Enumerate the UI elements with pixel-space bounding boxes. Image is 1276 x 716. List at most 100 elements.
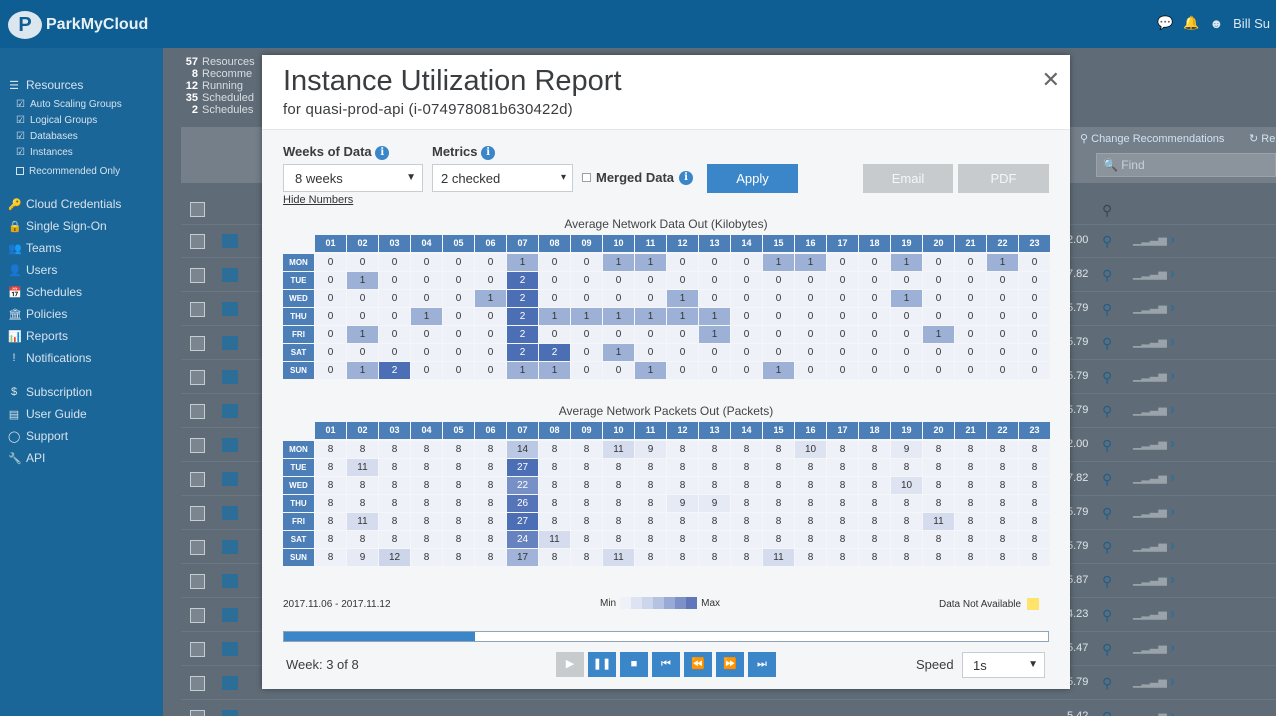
heatmap-cell[interactable]: 8 [475, 531, 506, 548]
heatmap-cell[interactable]: 2 [507, 326, 538, 343]
heatmap-cell[interactable]: 8 [379, 495, 410, 512]
heatmap-cell[interactable]: 0 [923, 308, 954, 325]
checkbox-checked-icon[interactable]: ☑ [16, 114, 25, 126]
heatmap-cell[interactable]: 0 [475, 362, 506, 379]
heatmap-cell[interactable]: 8 [315, 459, 346, 476]
hide-numbers-link[interactable]: Hide Numbers [283, 194, 354, 206]
heatmap-cell[interactable]: 8 [795, 513, 826, 530]
heatmap-cell[interactable]: 8 [987, 441, 1018, 458]
heatmap-cell[interactable]: 0 [699, 254, 730, 271]
heatmap-cell[interactable]: 8 [411, 495, 442, 512]
heatmap-cell[interactable]: 8 [891, 531, 922, 548]
heatmap-cell[interactable]: 8 [347, 495, 378, 512]
heatmap-cell[interactable]: 0 [987, 344, 1018, 361]
heatmap-cell[interactable]: 0 [315, 344, 346, 361]
heatmap-cell[interactable]: 8 [763, 477, 794, 494]
heatmap-cell[interactable]: 0 [411, 326, 442, 343]
heatmap-cell[interactable]: 0 [667, 254, 698, 271]
heatmap-cell[interactable]: 0 [539, 290, 570, 307]
heatmap-cell[interactable]: 0 [539, 326, 570, 343]
heatmap-cell[interactable]: 1 [635, 308, 666, 325]
heatmap-cell[interactable]: 8 [1019, 477, 1050, 494]
sidebar-item[interactable]: ! Notifications [0, 347, 163, 369]
heatmap-cell[interactable]: 0 [987, 326, 1018, 343]
heatmap-cell[interactable]: 0 [1019, 362, 1050, 379]
heatmap-cell[interactable]: 0 [731, 254, 762, 271]
heatmap-cell[interactable]: 8 [635, 549, 666, 566]
heatmap-cell[interactable]: 8 [763, 495, 794, 512]
heatmap-cell[interactable]: 8 [635, 531, 666, 548]
email-button[interactable]: Email [863, 164, 953, 193]
heatmap-cell[interactable]: 8 [443, 477, 474, 494]
heatmap-cell[interactable]: 8 [763, 513, 794, 530]
heatmap-cell[interactable]: 0 [347, 308, 378, 325]
info-icon[interactable]: i [679, 170, 694, 185]
pause-button[interactable]: ❚❚ [588, 652, 616, 677]
heatmap-cell[interactable]: 8 [699, 531, 730, 548]
heatmap-cell[interactable]: 8 [731, 549, 762, 566]
heatmap-cell[interactable]: 8 [475, 477, 506, 494]
heatmap-cell[interactable]: 8 [891, 549, 922, 566]
tag-icon[interactable]: ⚲ [1102, 301, 1113, 317]
heatmap-cell[interactable]: 0 [667, 362, 698, 379]
bell-icon[interactable]: 🔔 [1183, 15, 1200, 30]
chevron-right-icon[interactable]: › [1170, 231, 1175, 248]
heatmap-cell[interactable]: 8 [955, 459, 986, 476]
checkbox-checked-icon[interactable]: ☑ [16, 98, 25, 110]
heatmap-cell[interactable]: 0 [955, 272, 986, 289]
sidebar-item[interactable]: 🔑 Cloud Credentials [0, 193, 163, 215]
heatmap-cell[interactable]: 0 [731, 326, 762, 343]
heatmap-cell[interactable]: 1 [763, 362, 794, 379]
heatmap-cell[interactable]: 0 [1019, 308, 1050, 325]
heatmap-cell[interactable]: 1 [699, 326, 730, 343]
heatmap-cell[interactable]: 0 [603, 290, 634, 307]
heatmap-cell[interactable]: 8 [571, 441, 602, 458]
chevron-right-icon[interactable]: › [1170, 265, 1175, 282]
heatmap-cell[interactable]: 0 [1019, 254, 1050, 271]
merged-data-toggle[interactable]: Merged Data i [582, 170, 694, 185]
heatmap-cell[interactable]: 8 [699, 459, 730, 476]
heatmap-cell[interactable]: 1 [635, 254, 666, 271]
heatmap-cell[interactable]: 8 [315, 441, 346, 458]
heatmap-cell[interactable]: 8 [411, 513, 442, 530]
heatmap-cell[interactable]: 0 [1019, 272, 1050, 289]
heatmap-cell[interactable]: 8 [571, 549, 602, 566]
heatmap-cell[interactable]: 0 [795, 326, 826, 343]
sidebar-item[interactable]: 📅 Schedules [0, 281, 163, 303]
tag-icon[interactable]: ⚲ [1102, 335, 1113, 351]
tag-icon[interactable]: ⚲ [1102, 709, 1112, 716]
next-button[interactable]: ⏩ [716, 652, 744, 677]
tag-icon[interactable]: ⚲ [1102, 573, 1113, 589]
heatmap-cell[interactable]: 8 [571, 459, 602, 476]
heatmap-cell[interactable]: 0 [315, 254, 346, 271]
heatmap-cell[interactable]: 8 [827, 477, 858, 494]
heatmap-cell[interactable]: 8 [411, 531, 442, 548]
stop-button[interactable]: ■ [620, 652, 648, 677]
sidebar-item-recommended[interactable]: Recommended Only [0, 163, 163, 179]
heatmap-cell[interactable]: 10 [795, 441, 826, 458]
heatmap-cell[interactable]: 8 [731, 477, 762, 494]
heatmap-cell[interactable]: 8 [859, 459, 890, 476]
change-recommendations-link[interactable]: ⚲ Change Recommendations [1080, 133, 1225, 145]
sidebar-item[interactable]: 👤 Users [0, 259, 163, 281]
previous-button[interactable]: ⏪ [684, 652, 712, 677]
heatmap-cell[interactable]: 0 [443, 362, 474, 379]
speed-select[interactable]: 1s ▼ [962, 652, 1045, 678]
heatmap-cell[interactable]: 1 [507, 362, 538, 379]
chat-icon[interactable]: 💬 [1157, 15, 1174, 30]
heatmap-cell[interactable]: 8 [443, 441, 474, 458]
heatmap-cell[interactable]: 8 [859, 531, 890, 548]
heatmap-cell[interactable]: 0 [1019, 326, 1050, 343]
heatmap-cell[interactable]: 17 [507, 549, 538, 566]
heatmap-cell[interactable]: 0 [1019, 344, 1050, 361]
sidebar-subitem[interactable]: ☑ Instances [0, 144, 163, 160]
heatmap-cell[interactable]: 0 [443, 308, 474, 325]
select-all-checkbox[interactable] [190, 202, 205, 217]
heatmap-cell[interactable]: 0 [923, 362, 954, 379]
heatmap-cell[interactable]: 0 [539, 272, 570, 289]
row-checkbox[interactable] [190, 302, 205, 317]
heatmap-cell[interactable]: 8 [795, 531, 826, 548]
table-row[interactable]: 5.79 ⚲ ▁▂▃▅ › [181, 667, 1276, 700]
chevron-right-icon[interactable]: › [1170, 299, 1175, 316]
heatmap-cell[interactable]: 12 [379, 549, 410, 566]
